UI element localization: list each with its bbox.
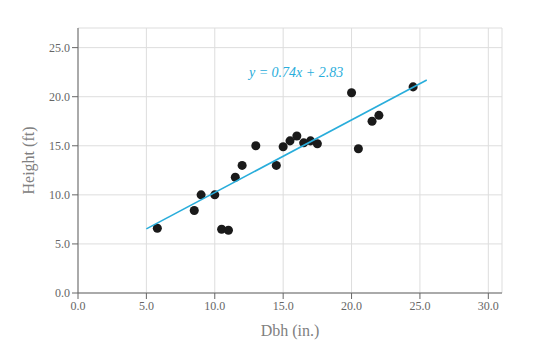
- svg-text:Height (ft): Height (ft): [20, 127, 38, 195]
- svg-text:y = 0.74x + 2.83: y = 0.74x + 2.83: [247, 65, 343, 80]
- svg-text:20.0: 20.0: [49, 90, 70, 104]
- svg-text:10.0: 10.0: [204, 299, 225, 313]
- svg-text:5.0: 5.0: [55, 237, 70, 251]
- svg-text:25.0: 25.0: [49, 41, 70, 55]
- svg-text:30.0: 30.0: [478, 299, 499, 313]
- svg-text:5.0: 5.0: [139, 299, 154, 313]
- svg-text:0.0: 0.0: [55, 286, 70, 300]
- svg-text:15.0: 15.0: [273, 299, 294, 313]
- svg-text:10.0: 10.0: [49, 188, 70, 202]
- svg-text:Dbh (in.): Dbh (in.): [261, 322, 320, 340]
- svg-text:25.0: 25.0: [409, 299, 430, 313]
- svg-text:0.0: 0.0: [71, 299, 86, 313]
- svg-text:15.0: 15.0: [49, 139, 70, 153]
- svg-text:20.0: 20.0: [341, 299, 362, 313]
